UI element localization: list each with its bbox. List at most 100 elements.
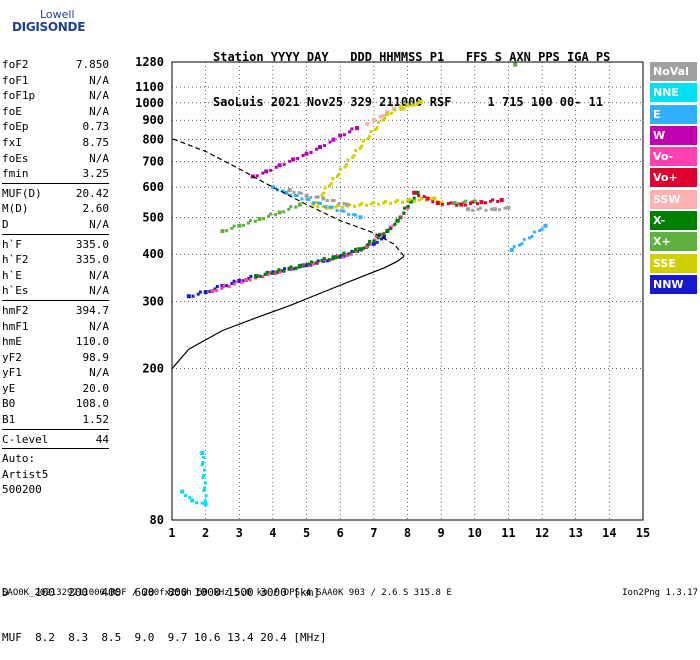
trace-point — [342, 254, 346, 258]
trace-point — [417, 194, 421, 198]
y-tick-label: 300 — [142, 295, 164, 309]
parameter-panel: foF2 7.850 foF1 N/A foF1p N/A foE N/A foEp 0.73 fx… — [2, 57, 109, 498]
trace-point — [331, 137, 336, 142]
param-row: foEs N/A — [2, 151, 109, 167]
logo-line1: Lowell — [40, 8, 75, 21]
trace-point — [338, 254, 343, 259]
param-row: h`Es N/A — [2, 283, 109, 299]
trace-point — [331, 177, 335, 181]
trace-point — [358, 215, 363, 220]
trace-point — [348, 203, 352, 207]
trace-point — [415, 102, 419, 106]
legend-item-x: X- — [650, 211, 697, 231]
trace-point — [395, 218, 400, 223]
trace-point — [282, 162, 286, 166]
trace-point — [489, 207, 493, 211]
trace-point — [261, 275, 265, 279]
trace-point — [462, 200, 466, 204]
trace-point — [201, 461, 205, 465]
trace-point — [340, 253, 344, 257]
x-tick-label: 4 — [269, 526, 276, 540]
trace-point — [422, 195, 426, 199]
trace-point — [394, 200, 398, 204]
trace-point — [355, 126, 360, 131]
trace-point — [335, 209, 339, 213]
trace-point — [382, 113, 386, 117]
trace-point — [372, 201, 376, 205]
trace-point — [240, 280, 244, 284]
trace-point — [380, 237, 384, 241]
trace-point — [198, 290, 202, 294]
param-value: N/A — [89, 268, 109, 282]
trace-point — [378, 233, 382, 237]
param-value: N/A — [89, 366, 109, 380]
param-key: h`F2 — [2, 253, 29, 267]
trace-point — [327, 258, 331, 262]
param-row: foF2 7.850 — [2, 57, 109, 73]
trace-point — [415, 190, 420, 195]
trace-point — [296, 156, 300, 160]
trace-point — [201, 476, 205, 480]
param-key: yF2 — [2, 350, 22, 364]
legend-item-w: W — [650, 125, 697, 145]
trace-point — [316, 259, 320, 263]
param-key: yF1 — [2, 366, 22, 380]
trace-point — [513, 62, 518, 67]
trace-point — [402, 107, 406, 111]
trace-point — [321, 205, 325, 209]
trace-point — [365, 121, 370, 126]
trace-point — [328, 184, 332, 188]
trace-point — [353, 204, 357, 208]
trace-point — [470, 200, 474, 204]
param-key: MUF(D) — [2, 186, 42, 200]
param-value: 8.75 — [82, 135, 110, 149]
trace-point — [220, 286, 224, 290]
trace-point — [459, 202, 464, 207]
trace-point — [311, 261, 316, 266]
param-divider — [2, 233, 109, 235]
trace-point — [262, 217, 266, 221]
trace-point — [338, 167, 342, 171]
trace-point — [288, 193, 292, 197]
muf-table: D 100 200 400 600 800 1000 1500 3000 [km… — [2, 555, 327, 660]
density-profile-dashed — [171, 138, 405, 257]
y-tick-label: 600 — [142, 180, 164, 194]
trace-point — [402, 206, 406, 210]
y-tick-label: 700 — [142, 155, 164, 169]
trace-point — [304, 263, 309, 268]
trace-point — [382, 232, 386, 236]
trace-point — [292, 190, 296, 194]
legend-item-vo: Vo- — [650, 147, 697, 167]
trace-point — [528, 236, 532, 240]
trace-point — [316, 195, 320, 199]
trace-point — [371, 118, 376, 123]
trace-point — [248, 278, 252, 282]
x-tick-label: 8 — [404, 526, 411, 540]
trace-point — [316, 205, 320, 209]
param-value: N/A — [89, 104, 109, 118]
param-row: hmE 110.0 — [2, 334, 109, 350]
trace-point — [530, 234, 534, 238]
trace-point — [389, 201, 393, 205]
trace-point — [429, 197, 433, 201]
y-tick-label: 900 — [142, 113, 164, 127]
trace-point — [281, 189, 285, 193]
trace-point — [322, 191, 326, 195]
param-value: 1.52 — [82, 413, 110, 427]
trace-point — [342, 209, 346, 213]
trace-point — [190, 498, 195, 503]
trace-point — [398, 104, 403, 109]
trace-point — [346, 158, 350, 162]
param-value: N/A — [89, 73, 109, 87]
trace-point — [446, 202, 450, 206]
trace-point — [328, 140, 332, 144]
trace-point — [297, 264, 302, 269]
x-tick-label: 6 — [337, 526, 344, 540]
trace-point — [479, 200, 484, 205]
trace-point — [312, 201, 316, 205]
trace-point — [342, 133, 346, 137]
trace-point — [406, 199, 410, 203]
param-value: 335.0 — [75, 253, 109, 267]
trace-point — [405, 103, 409, 107]
trace-point — [468, 202, 472, 206]
